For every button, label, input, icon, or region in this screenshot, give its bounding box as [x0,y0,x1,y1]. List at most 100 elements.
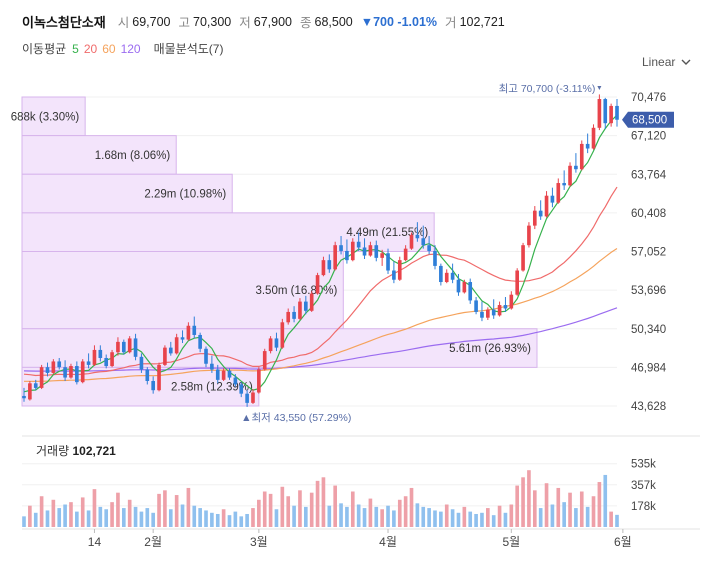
last-price-label: 68,500 [632,115,667,127]
candle [92,345,97,367]
volume-profile-toggle[interactable]: 매물분석도(7) [153,42,224,56]
candle [362,238,367,260]
volume-bar [210,512,214,527]
volume-bar [350,491,355,527]
candle-body [597,99,602,128]
volume-bar [491,515,496,527]
candle [609,103,613,127]
volume-bar [597,482,602,527]
volume-bar [239,516,244,527]
candle [63,360,67,382]
ma5-period: 5 [72,41,79,56]
volume-bar [579,491,584,527]
volume-bar [397,499,402,527]
candle [439,263,443,286]
candle [133,333,138,361]
candle [521,242,525,272]
volume-bar [168,509,173,527]
candle [57,357,62,370]
x-tick-label: 6월 [614,535,632,549]
volume-bar [110,502,114,527]
candle-body [274,338,279,348]
volume-bar [92,489,97,527]
volume-profile-label: 688k (3.30%) [11,111,80,123]
candle-body [521,245,525,271]
candle-body [157,364,161,391]
candle [544,191,549,218]
volume-bar [292,505,296,527]
volume-bar [157,493,161,527]
candle-body [444,272,449,283]
candle-body [192,325,197,335]
volume-bar [527,470,531,527]
candle [75,361,79,385]
volume-bar [45,510,50,527]
volume-bar [251,508,255,527]
candle-body [397,260,402,280]
volume-bar [151,512,155,527]
volume-bar [486,508,490,527]
candle [145,367,150,385]
volume-bar [603,474,608,527]
x-tick-label: 3월 [250,535,268,549]
volume-bar [362,508,367,527]
candle [532,206,537,230]
candle [315,272,320,295]
last-price-badge [622,111,674,128]
candle [444,269,449,284]
candle [333,241,337,271]
candle-body [168,347,173,354]
candle [239,382,244,398]
low-value: 67,900 [253,14,292,29]
moving-average-legend[interactable]: 이동평균 5 20 60 120 매물분석도(7) [22,40,223,57]
candle-body [51,361,56,373]
scale-selector[interactable]: Linear [642,55,691,69]
ma5-line [23,114,618,393]
candle-body [556,183,561,203]
volume-bar [339,503,343,527]
volume-bar [174,495,179,527]
candle-body [409,234,414,249]
candle [597,94,602,131]
candle-body [22,395,26,399]
volume-bar [544,483,549,527]
candle-body [80,361,85,383]
candle-body [462,282,467,293]
candle-body [550,195,555,203]
open-value: 69,700 [132,14,171,29]
y-tick-label: 67,120 [631,131,666,143]
candle [98,345,103,362]
candle [51,359,56,375]
candle [468,278,473,304]
close-value: 68,500 [314,14,353,29]
candle [127,336,132,354]
candle [210,355,214,373]
candle [121,339,126,355]
volume-bar [497,505,502,527]
volume-value: 102,721 [459,14,505,29]
y-tick-label: 50,340 [631,324,666,336]
candle [556,178,561,204]
candle [110,349,114,368]
candle [368,241,373,257]
candle [45,362,50,377]
candle-body [474,300,478,312]
volume-tick-label: 178k [631,501,656,513]
candle-body [186,325,191,340]
candle [509,291,514,310]
volume-bar [515,485,520,527]
candle-body [538,210,543,217]
volume-bar [521,477,525,527]
volume-bar [368,498,373,527]
high-value: 70,300 [193,14,232,29]
volume-bar [51,499,56,527]
volume-title: 거래량 102,721 [36,444,116,458]
volume-profile-label: 4.49m (21.55%) [346,227,428,239]
volume-bar [456,512,461,527]
candle [298,298,302,321]
volume-label: 거 [445,16,457,30]
volume-bar [86,510,91,527]
close-label: 종 [299,16,312,30]
volume-bar [321,477,326,527]
